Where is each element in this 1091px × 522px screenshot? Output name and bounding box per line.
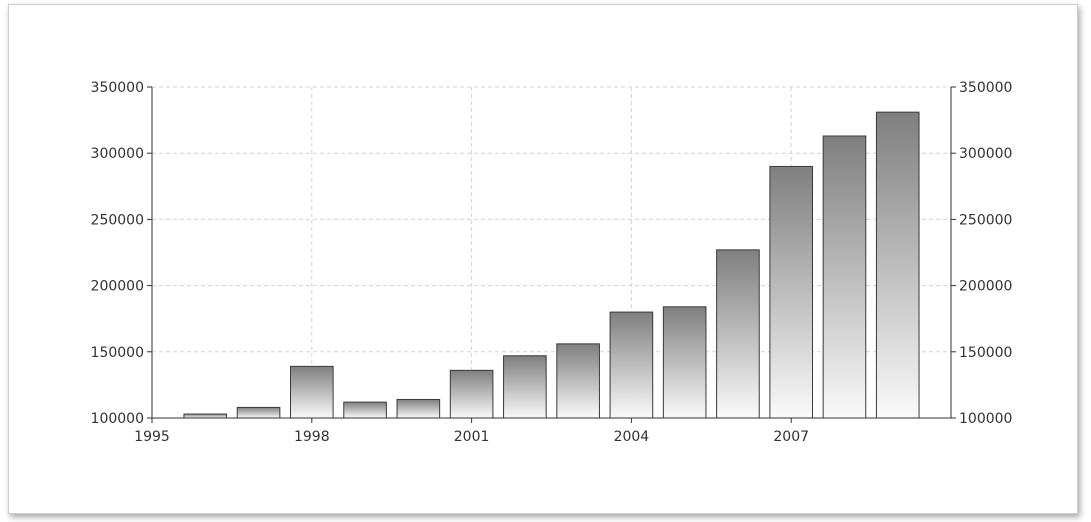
y-tick-label-right: 150000 <box>959 345 1012 361</box>
y-tick-label-left: 200000 <box>91 279 144 295</box>
x-tick-label: 2001 <box>454 429 490 445</box>
x-tick-label: 2004 <box>614 429 650 445</box>
bar <box>716 249 760 419</box>
x-tick-label: 1998 <box>294 429 330 445</box>
y-tick-label-left: 100000 <box>91 411 144 427</box>
y-tick-label-right: 200000 <box>959 279 1012 295</box>
bar <box>396 398 441 419</box>
bar <box>236 406 281 419</box>
bar <box>343 401 387 419</box>
bar <box>609 311 654 419</box>
chart-frame: 100000 100000 150000 150000 200000 200000 2500… <box>8 4 1078 514</box>
x-tick-label: 2007 <box>773 429 809 445</box>
y-tick-label-right: 100000 <box>959 411 1012 427</box>
bar <box>556 343 600 419</box>
bar <box>183 413 228 419</box>
y-tick-label-right: 350000 <box>959 80 1012 96</box>
y-tick-label-left: 150000 <box>91 345 144 361</box>
y-tick-label-left: 300000 <box>91 146 144 162</box>
x-tick-label: 1995 <box>134 429 170 445</box>
axes: 100000 100000 150000 150000 200000 200000 2500… <box>91 80 1013 445</box>
bar <box>503 355 547 419</box>
bar <box>769 165 814 419</box>
bar <box>875 111 920 419</box>
y-tick-label-right: 300000 <box>959 146 1012 162</box>
bars <box>183 111 920 419</box>
bar <box>822 135 867 419</box>
bar <box>662 306 707 419</box>
bar <box>289 365 334 419</box>
y-tick-label-left: 350000 <box>91 80 144 96</box>
bar <box>449 369 494 419</box>
bar-chart: 100000 100000 150000 150000 200000 200000 2500… <box>91 80 1013 445</box>
y-tick-label-right: 250000 <box>959 212 1012 228</box>
y-tick-label-left: 250000 <box>91 212 144 228</box>
